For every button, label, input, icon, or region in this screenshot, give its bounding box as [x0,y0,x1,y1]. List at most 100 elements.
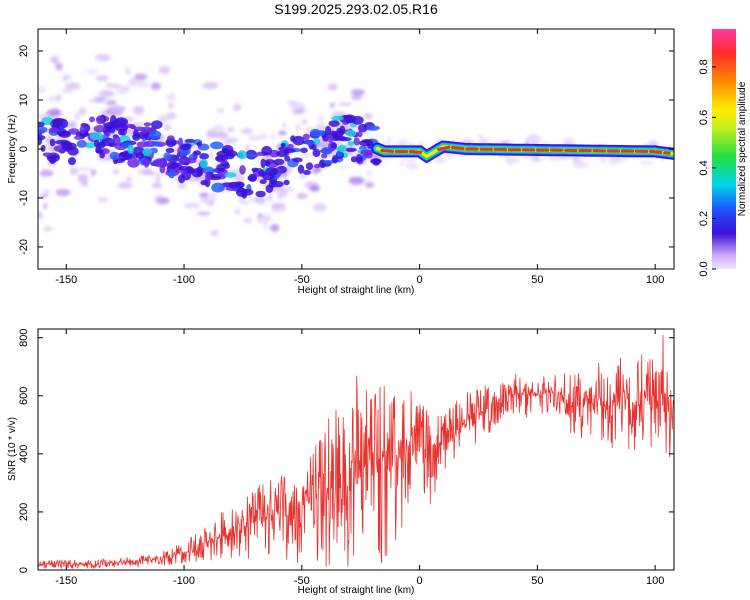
spectrogram-blob [322,159,335,164]
spectrogram-blob [353,137,360,146]
spectrogram-speckle [100,90,114,98]
spectrogram-blob [347,140,355,146]
spectrogram-speckle [202,81,219,90]
spectrogram-speckle [337,102,352,106]
spectrogram-x-tick-label: -50 [294,274,310,286]
spectrogram-blob [330,143,338,149]
snr-y-tick-label: 0 [18,567,30,573]
colorbar-tick-label: 0.4 [698,160,710,175]
spectrogram-speckle [163,124,172,131]
spectrogram-speckle [240,200,251,205]
spectrogram-speckle [214,131,229,140]
spectrogram-blob [109,151,120,160]
spectrogram-speckle [73,112,80,121]
spectrogram-blob [48,127,60,134]
spectrogram-x-tick-label: 50 [531,274,543,286]
snr-x-tick-label: -100 [173,575,195,587]
spectrogram-y-tick-label: -20 [18,239,30,255]
spectrogram-blob [135,152,145,159]
spectrogram-blob [95,115,104,125]
spectrogram-speckle [126,176,132,183]
snr-y-tick-label: 200 [18,503,30,521]
spectrogram-blob [199,153,210,160]
spectrogram-speckle [527,133,539,139]
spectrogram-speckle [340,164,348,170]
spectrogram-blob [320,153,328,159]
figure-title: S199.2025.293.02.05.R16 [274,1,438,17]
spectrogram-blob [104,131,111,137]
spectrogram-blob [235,181,245,189]
spectrogram-speckle [151,182,162,189]
spectrogram-blob [76,139,87,148]
spectrogram-blob [255,190,266,198]
spectrogram-blob [205,172,212,182]
spectrogram-speckle [38,86,47,94]
spectrogram-speckle [263,222,269,230]
spectrogram-blob [184,138,196,144]
spectrogram-speckle [61,74,73,79]
spectrogram-speckle [279,187,296,192]
spectrogram-speckle [318,115,323,124]
spectrogram-speckle [212,124,225,132]
spectrogram-blob [360,149,373,156]
snr-x-tick-label: 50 [531,575,543,587]
spectrogram-speckle [112,168,120,175]
snr-y-ticks: 0 200 400 600 800 [18,329,674,573]
spectrogram-speckle [228,137,239,143]
spectrogram-blob [178,174,186,184]
snr-frame [37,328,675,571]
snr-y-axis-title: SNR (10 * v/v) [7,417,18,481]
spectrogram-speckle [42,203,48,210]
snr-y-tick-label: 400 [18,445,30,463]
spectrogram-blob [166,161,179,170]
snr-x-tick-label: 0 [417,575,423,587]
spectrogram-peak-segment [451,146,465,151]
spectrogram-blob [345,129,357,137]
spectrogram-blob [133,129,139,139]
spectrogram-speckle [46,108,62,118]
spectrogram-blob [327,134,334,143]
spectrogram-speckle [241,128,253,135]
spectrogram-blob [93,125,106,133]
spectrogram-blob [361,139,371,144]
spectrogram-blob [196,166,204,177]
spectrogram-speckle [64,82,81,91]
spectrogram-blob [228,181,238,189]
spectrogram-speckle [233,174,245,182]
spectrogram-blob [366,125,380,131]
spectrogram-speckle [62,77,69,82]
spectrogram-blob [113,135,121,146]
spectrogram-blob [357,130,363,138]
spectrogram-speckle [267,193,272,202]
spectrogram-speckle [258,133,267,141]
spectrogram-blob [52,117,66,123]
spectrogram-blob [177,137,184,147]
spectrogram-blob [159,164,166,174]
colorbar-tick-label: 0.8 [698,59,710,74]
spectrogram-speckle [154,194,164,203]
spectrogram-speckle [277,190,289,198]
spectrogram-blob [271,180,284,188]
spectrogram-speckle [216,108,225,113]
spectrogram-speckle [135,81,150,88]
spectrogram-blob [49,156,56,165]
spectrogram-speckle [572,157,581,164]
spectrogram-blob [337,144,347,153]
spectrogram-blob [260,158,266,169]
snr-series-line [38,335,674,569]
spectrogram-y-tick-label: 10 [18,94,30,106]
spectrogram-blob [178,166,192,171]
spectrogram-blob [49,138,56,147]
spectrogram-x-ticks: -150 -100 -50 0 50 100 [55,29,664,286]
spectrogram-speckle [144,165,152,175]
spectrogram-speckle [232,103,242,112]
spectrogram-speckle [125,66,131,76]
spectrogram-speckle [227,127,234,132]
spectrogram-speckle [177,183,187,189]
spectrogram-speckle [38,211,43,219]
spectrogram-speckle [505,157,520,164]
spectrogram-speckle [43,226,53,232]
spectrogram-blob [40,144,46,152]
spectrogram-blob [163,152,172,160]
